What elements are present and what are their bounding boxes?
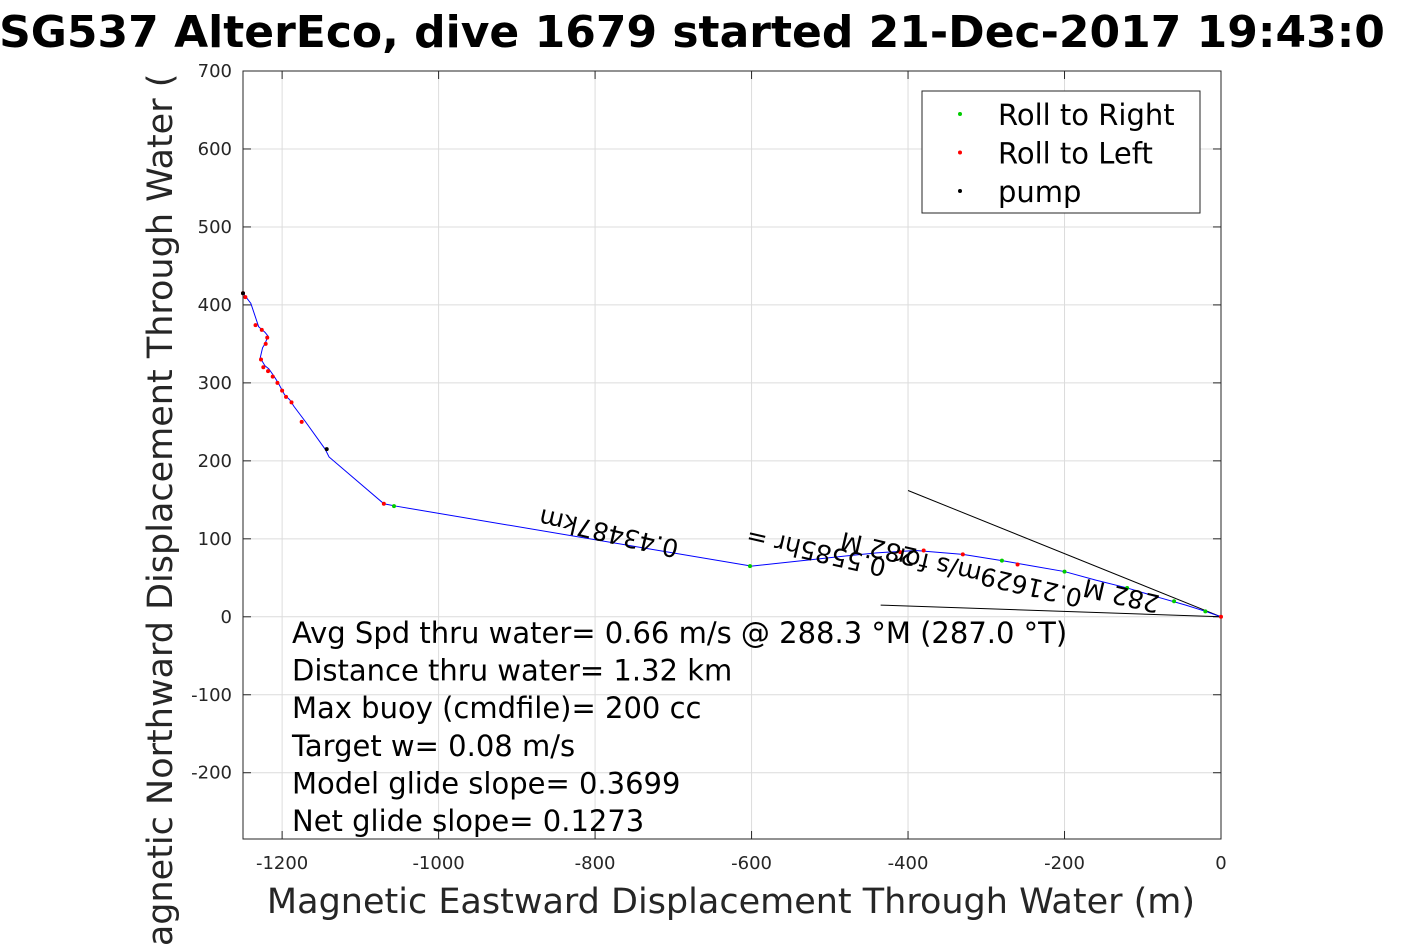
y-axis-label: Magnetic Northward Displacement Through … <box>141 74 181 945</box>
stat-line: Net glide slope= 0.1273 <box>292 804 644 838</box>
stat-line: Distance thru water= 1.32 km <box>292 654 732 688</box>
roll-left-point <box>259 327 264 332</box>
x-tick-label: -400 <box>888 853 929 874</box>
x-tick-label: -1000 <box>412 853 464 874</box>
roll-left-point <box>299 419 304 424</box>
y-tick-label: 200 <box>198 451 232 472</box>
x-axis-label: Magnetic Eastward Displacement Through W… <box>267 882 1195 922</box>
roll-right-point <box>747 564 752 569</box>
pump-point <box>324 447 329 452</box>
roll-left-point <box>270 374 275 379</box>
roll-left-point <box>960 552 965 557</box>
track-annotations: 0.43487km 0.5585hr =282 M0.21629m/s for28… <box>536 503 1162 618</box>
y-tick-label: 700 <box>198 61 232 82</box>
roll-left-point <box>284 394 289 399</box>
stat-line: Avg Spd thru water= 0.66 m/s @ 288.3 °M … <box>292 616 1067 650</box>
stat-line: Target w= 0.08 m/s <box>291 729 575 763</box>
roll-right-point <box>1172 599 1177 604</box>
roll-left-point <box>253 323 258 328</box>
y-tick-label: 500 <box>198 217 232 238</box>
dive-statistics: Avg Spd thru water= 0.66 m/s @ 288.3 °M … <box>291 616 1067 838</box>
y-tick-label: -100 <box>191 685 232 706</box>
roll-left-point <box>381 501 386 506</box>
roll-left-point <box>275 380 280 385</box>
x-tick-label: -1200 <box>256 853 308 874</box>
glider-track-line <box>242 292 1222 618</box>
roll-left-point <box>289 400 294 405</box>
y-tick-label: 400 <box>198 295 232 316</box>
legend-marker <box>958 112 962 116</box>
roll-left-point <box>261 365 266 370</box>
roll-left-point <box>280 388 285 393</box>
x-tick-label: -600 <box>731 853 772 874</box>
y-tick-label: 100 <box>198 529 232 550</box>
roll-right-point <box>999 558 1004 563</box>
roll-left-point <box>263 341 268 346</box>
track-annotation: 282 M <box>1080 573 1162 619</box>
roll-left-point <box>266 369 271 374</box>
pump-point <box>241 291 245 296</box>
axis-ticks: -1200 -1000 -800 -600 -400 -200 0-200-10001002… <box>191 61 1227 874</box>
roll-left-point <box>265 335 270 340</box>
roll-right-point <box>1203 609 1208 614</box>
heading-reference-line <box>907 490 1222 618</box>
legend-entry: Roll to Left <box>998 137 1153 171</box>
data-points <box>241 291 1223 619</box>
y-tick-label: 0 <box>221 607 232 628</box>
legend-entry: pump <box>998 175 1081 209</box>
roll-left-point <box>1015 562 1020 567</box>
plot-area-frame <box>242 70 1222 840</box>
y-tick-label: 300 <box>198 373 232 394</box>
x-tick-label: -200 <box>1044 853 1085 874</box>
stat-line: Model glide slope= 0.3699 <box>292 766 680 800</box>
roll-left-point <box>243 295 248 300</box>
y-tick-label: 600 <box>198 139 232 160</box>
legend-box <box>921 90 1201 214</box>
roll-left-point <box>898 550 903 555</box>
roll-right-point <box>1125 585 1130 590</box>
roll-left-point <box>258 357 263 362</box>
y-tick-label: -200 <box>191 763 232 784</box>
x-tick-label: 0 <box>1215 853 1226 874</box>
chart-title: SG537 AlterEco, dive 1679 started 21-Dec… <box>0 7 1385 58</box>
legend-entry: Roll to Right <box>998 98 1175 132</box>
roll-right-point <box>392 504 397 509</box>
x-tick-label: -800 <box>575 853 616 874</box>
roll-right-point <box>1062 569 1067 574</box>
roll-left-point <box>921 548 926 553</box>
legend-marker <box>958 189 962 193</box>
stat-line: Max buoy (cmdfile)= 200 cc <box>292 691 701 725</box>
track-annotation: 0.21629m/s for <box>891 541 1085 612</box>
reference-lines <box>880 490 1222 618</box>
roll-left-point <box>1219 614 1223 619</box>
legend: Roll to Right Roll to Left pump <box>921 90 1201 214</box>
heading-reference-line <box>880 604 1222 618</box>
legend-marker <box>958 150 962 155</box>
track-annotation: 0.43487km <box>536 503 681 563</box>
